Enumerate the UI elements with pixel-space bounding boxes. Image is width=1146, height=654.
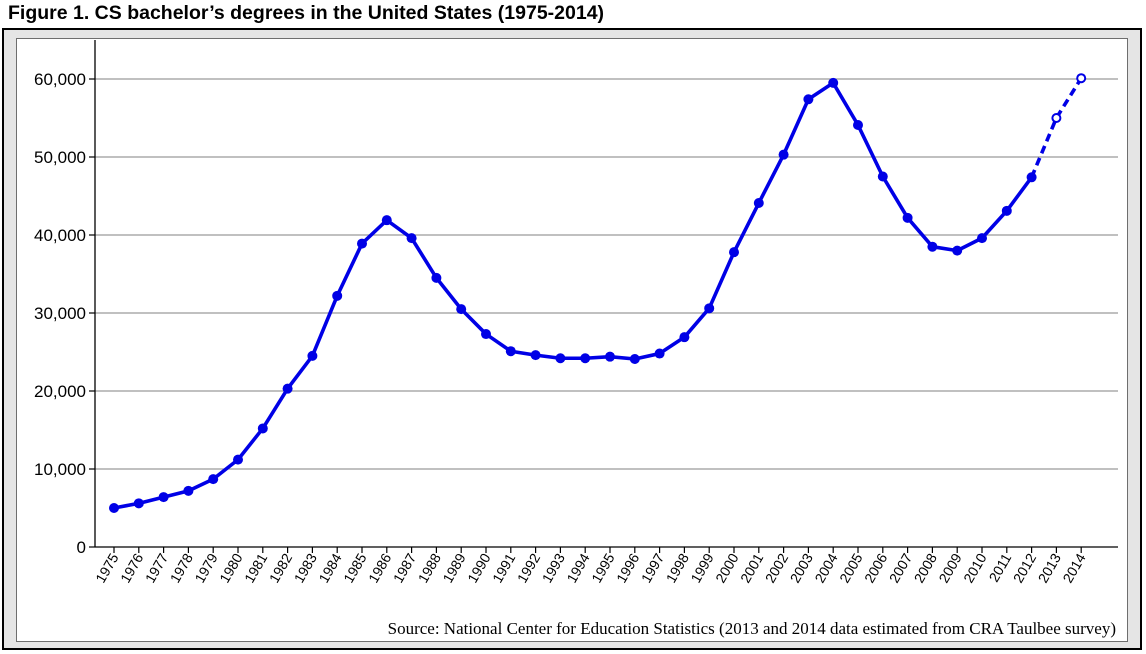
x-tick-label: 2012 [1010,550,1040,585]
data-point [357,238,367,249]
chart-title: Figure 1. CS bachelor’s degrees in the U… [8,2,605,24]
data-point [977,233,987,244]
x-tick-label: 1995 [588,550,618,585]
chart-source: Source: National Center for Education St… [388,619,1116,638]
x-tick-label: 2006 [861,550,891,585]
x-tick-label: 1988 [415,550,445,585]
data-point [1026,172,1037,183]
x-tick-label: 2000 [712,550,742,585]
data-point [282,383,293,394]
data-point [456,304,467,315]
data-point [406,233,417,244]
x-tick-label: 1984 [315,550,345,585]
data-point [332,290,343,301]
x-tick-label: 2009 [935,550,965,585]
x-tick-label: 1977 [142,550,172,585]
chart-frame [2,28,1142,650]
data-point [257,423,268,434]
x-tick-label: 2011 [985,550,1014,584]
data-point [704,303,715,314]
data-point [654,348,665,359]
x-tick-label: 1996 [613,550,643,585]
x-tick-label: 1992 [514,550,544,585]
data-point [828,77,839,88]
data-point [629,354,640,365]
x-tick-label: 1991 [489,550,519,585]
y-tick-label: 30,000 [34,304,86,323]
data-point-estimated [1076,73,1087,84]
data-point [183,485,194,496]
data-point [481,329,491,340]
data-point [580,353,591,364]
x-tick-label: 1985 [340,550,370,585]
x-tick-label: 1986 [365,550,395,585]
x-tick-label: 1987 [390,550,420,585]
x-tick-label: 1998 [663,550,693,585]
x-tick-label: 1978 [167,550,197,585]
data-point [307,350,318,361]
y-tick-label: 60,000 [34,70,86,89]
y-tick-label: 10,000 [34,460,86,479]
x-tick-label: 1980 [216,550,246,585]
x-tick-label: 1994 [563,550,593,585]
y-tick-label: 0 [77,538,86,557]
data-point-estimated [1051,113,1062,123]
x-tick-label: 2004 [811,550,841,585]
x-tick-label: 1997 [638,550,668,585]
data-point [902,212,913,223]
x-tick-label: 1990 [464,550,494,585]
x-tick-label: 2003 [787,550,817,585]
data-point [679,332,690,343]
x-tick-label: 2008 [911,550,941,585]
data-point [233,454,243,465]
x-tick-label: 1989 [439,550,469,585]
chart-panel [16,38,1128,642]
x-tick-label: 1999 [687,550,717,585]
x-tick-label: 1981 [241,550,271,585]
data-point [803,94,814,105]
x-tick-label: 1975 [92,550,122,585]
series-line [113,81,1034,510]
data-point [133,498,144,509]
data-point [853,120,863,131]
data-point [431,272,442,283]
data-point [927,241,938,252]
x-tick-label: 1979 [191,550,221,585]
data-point [381,215,392,226]
x-tick-label: 1983 [291,550,321,585]
data-point [505,346,516,357]
data-point [778,149,789,160]
x-tick-label: 2005 [836,550,866,585]
x-tick-label: 1976 [117,550,147,585]
x-tick-label: 2001 [737,550,767,585]
data-point [952,245,963,256]
data-point [605,351,615,362]
x-tick-label: 2002 [762,550,792,585]
x-tick-label: 1993 [539,550,569,585]
x-tick-label: 1982 [266,550,296,585]
data-point [530,350,541,361]
data-point [109,503,119,513]
x-tick-label: 2014 [1059,550,1089,585]
data-point [158,492,169,503]
y-tick-label: 20,000 [34,382,86,401]
x-tick-label: 2013 [1035,550,1065,585]
x-tick-label: 2007 [886,550,916,585]
data-point [753,198,764,209]
series-line-estimated [1029,77,1083,178]
data-point [208,474,219,485]
data-point [555,353,566,364]
y-tick-label: 50,000 [34,148,86,167]
y-tick-label: 40,000 [34,226,86,245]
data-point [729,247,739,258]
data-point [877,171,888,182]
x-tick-label: 2010 [960,550,990,585]
data-point [1001,205,1012,216]
